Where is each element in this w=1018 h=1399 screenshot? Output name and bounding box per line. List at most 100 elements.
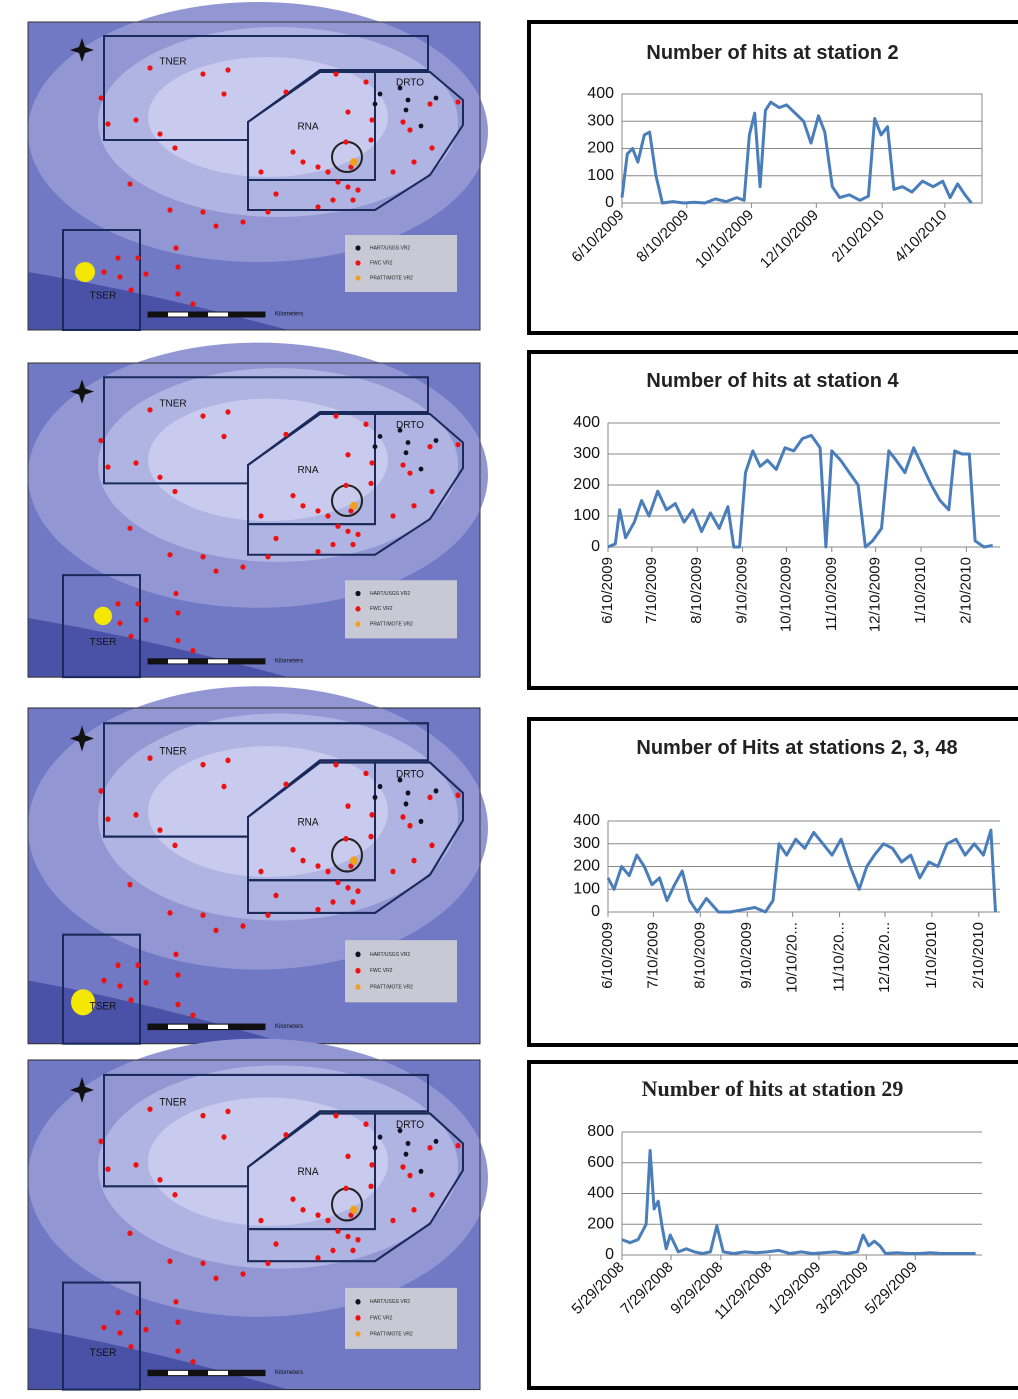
y-tick-label: 600 <box>587 1154 614 1171</box>
station <box>345 803 351 809</box>
station <box>225 757 231 764</box>
station <box>115 255 121 261</box>
y-tick-label: 200 <box>587 1215 614 1232</box>
station <box>330 899 336 905</box>
station <box>221 783 227 790</box>
station <box>369 1162 375 1168</box>
station <box>200 761 206 768</box>
station <box>368 137 374 143</box>
station <box>315 863 321 869</box>
station <box>368 833 374 840</box>
station <box>345 1153 351 1160</box>
station <box>105 1166 111 1172</box>
station <box>175 1001 181 1008</box>
legend-label: FWC VR2 <box>370 606 393 612</box>
scale-label: Kilometers <box>275 1023 303 1030</box>
station <box>240 564 246 570</box>
station <box>403 450 409 456</box>
station <box>315 549 321 555</box>
station <box>390 169 396 175</box>
station <box>363 79 369 85</box>
scale-seg <box>148 658 168 664</box>
zone-drto <box>247 761 464 915</box>
y-tick-label: 0 <box>605 1246 614 1263</box>
station <box>265 1260 271 1267</box>
station <box>175 637 181 644</box>
station <box>258 513 264 519</box>
x-tick-label: 2/10/2010 <box>970 922 987 989</box>
station <box>128 997 134 1003</box>
station <box>407 822 413 829</box>
x-tick-label: 12/10/20... <box>876 922 893 993</box>
station <box>173 245 179 251</box>
x-tick-label: 1/10/2010 <box>912 557 929 624</box>
station <box>418 466 424 472</box>
station <box>372 444 378 450</box>
station <box>167 207 173 213</box>
zone-drto <box>247 71 464 211</box>
map: TNER RNA DRTO TSER HART/USGS VR2 FWC VR2 PRATT… <box>27 342 488 679</box>
station <box>300 1207 306 1213</box>
station <box>330 197 336 203</box>
chart-frame <box>527 1060 1018 1390</box>
station <box>200 554 206 560</box>
station <box>363 770 369 777</box>
station <box>355 187 361 193</box>
station <box>429 1192 435 1198</box>
station <box>400 119 406 125</box>
station <box>325 868 331 875</box>
station <box>405 1140 411 1147</box>
station <box>407 470 413 476</box>
station <box>167 552 173 558</box>
station <box>143 1326 149 1333</box>
station <box>315 1255 321 1261</box>
station <box>345 1233 351 1240</box>
legend-dot <box>355 245 361 251</box>
legend-label: HART/USGS VR2 <box>370 1299 410 1305</box>
station <box>290 846 296 853</box>
legend-dot <box>355 275 361 281</box>
zone-label: DRTO <box>396 1120 424 1131</box>
station <box>117 1330 123 1336</box>
station <box>221 1134 227 1140</box>
station <box>368 1183 374 1190</box>
station <box>397 85 403 91</box>
map-border <box>27 1059 481 1391</box>
station <box>335 879 341 886</box>
station <box>345 109 351 115</box>
scale-seg <box>148 1024 168 1030</box>
zone-label: TNER <box>159 1097 186 1108</box>
station <box>147 65 153 71</box>
station <box>315 508 321 514</box>
legend-dot <box>355 1299 361 1305</box>
zone-tser <box>62 229 141 331</box>
station <box>105 121 111 127</box>
x-tick-label: 6/10/2009 <box>599 557 616 624</box>
shelf <box>148 57 388 177</box>
zone-drto <box>247 1112 464 1263</box>
station <box>400 462 406 468</box>
station <box>390 513 396 519</box>
scale-seg <box>228 1024 265 1030</box>
station <box>355 531 361 538</box>
station <box>315 906 321 913</box>
y-tick-label: 300 <box>573 835 600 852</box>
station <box>369 117 375 123</box>
station <box>105 816 111 823</box>
station <box>333 1112 339 1119</box>
station <box>147 1106 153 1113</box>
station <box>330 1247 336 1254</box>
station <box>115 601 121 607</box>
station <box>135 601 141 607</box>
station <box>258 868 264 875</box>
station <box>335 1228 341 1234</box>
station <box>350 899 356 905</box>
zone-label: DRTO <box>396 420 424 431</box>
y-tick-label: 100 <box>573 880 600 897</box>
legend-label: HART/USGS VR2 <box>370 952 410 958</box>
scale-seg <box>188 312 208 317</box>
chart-title: Number of Hits at stations 2, 3, 48 <box>636 737 958 759</box>
station <box>127 525 133 531</box>
zone-label: RNA <box>297 122 318 133</box>
